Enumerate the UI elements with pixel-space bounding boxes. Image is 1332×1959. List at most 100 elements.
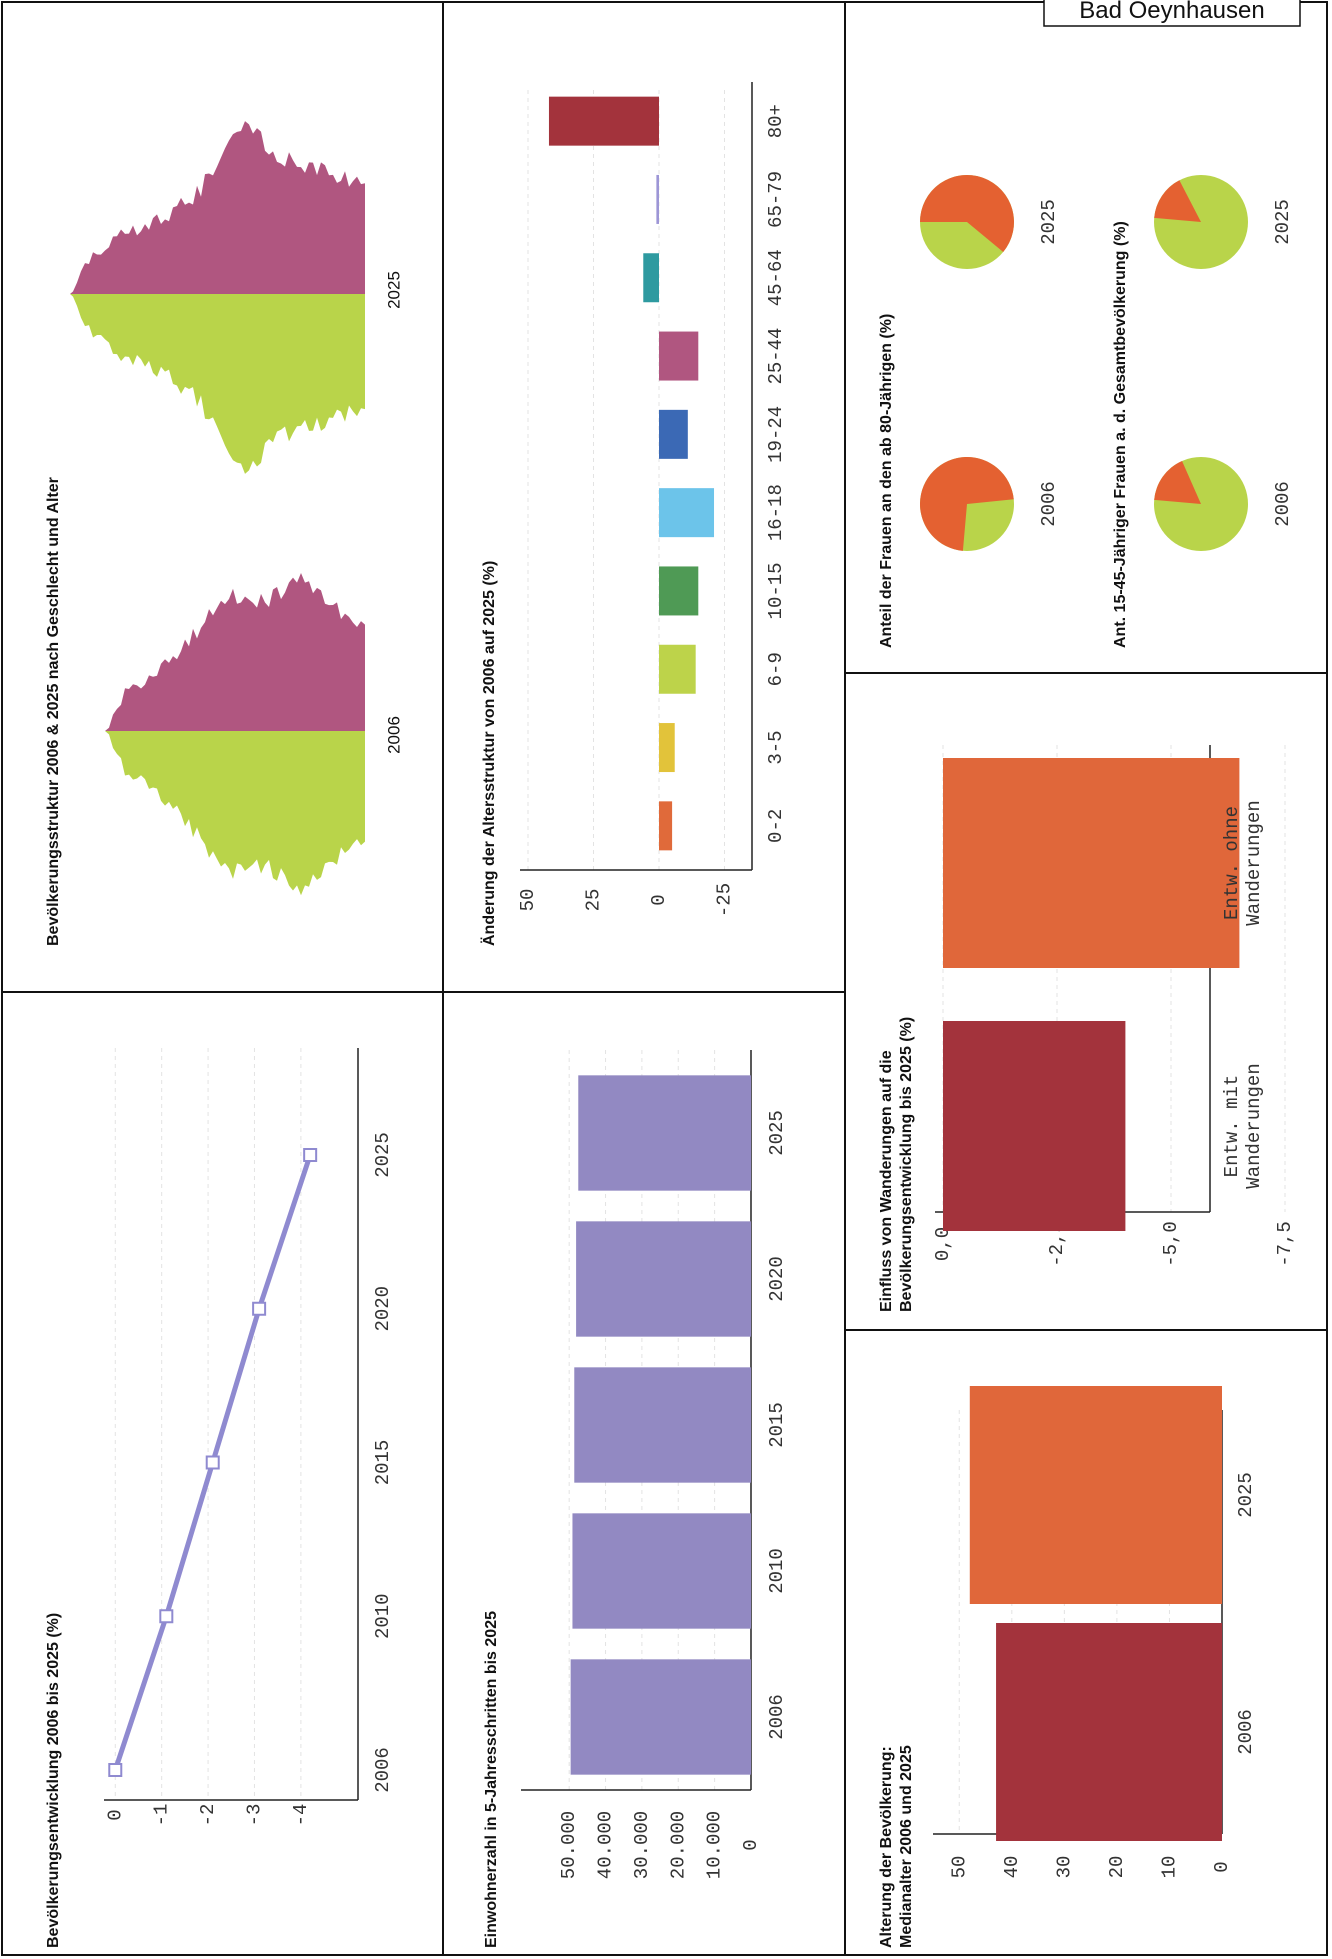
female-area: [105, 731, 365, 896]
data-point: [108, 1763, 123, 1777]
x-tick-label: Entw. mit: [1221, 1075, 1243, 1178]
pie-frauen1545-2025-red: [1154, 180, 1201, 222]
pie-frauen1545-2025-label: 2025: [1272, 199, 1294, 245]
location-badge: Bad Oeynhausen: [1043, 0, 1301, 27]
bar-chart-alterung: 0 10 20 30 40 50 2006 2025: [933, 1386, 1257, 1878]
female-area: [70, 294, 365, 474]
data-point: [159, 1609, 174, 1624]
pie-frauen1545-2006-label: 2006: [1272, 481, 1294, 527]
bar: [996, 1623, 1222, 1841]
y-tick-label: -5,0: [1160, 1221, 1182, 1267]
bar: [548, 96, 659, 146]
y-tick-label: 0: [740, 1839, 762, 1850]
y-tick-label: -7,5: [1274, 1221, 1296, 1267]
x-tick-label: 2015: [372, 1440, 394, 1486]
bar: [570, 1659, 751, 1775]
title-frauen1545: Ant. 15-45-Jähriger Frauen a. d. Gesamtb…: [1112, 221, 1129, 648]
x-tick-label: 19-24: [765, 406, 787, 463]
bar-chart-einwohner: 0 10.000 20.000 30.000 40.000 50.000 2006 2010 2…: [521, 1050, 788, 1879]
title-frauen80: Anteil der Frauen an den ab 80-Jährigen …: [878, 314, 895, 648]
title-altersstruktur: Änderung der Altersstruktur von 2006 auf…: [480, 561, 498, 946]
bar: [578, 1075, 751, 1191]
x-tick-label: 2006: [1235, 1709, 1257, 1755]
pie-frauen80-2025-red: [920, 175, 1014, 252]
x-tick-label: 2006: [766, 1694, 788, 1740]
x-tick-label: 2020: [766, 1256, 788, 1302]
x-tick-label: 6-9: [765, 652, 787, 686]
bar: [943, 1021, 1126, 1231]
x-tick-label: 2015: [766, 1402, 788, 1448]
y-tick-label: 30.000: [631, 1811, 653, 1879]
title-wanderungen-2: Bevölkerungsentwicklung bis 2025 (%): [898, 1017, 915, 1312]
y-tick-label: -2,5: [1046, 1221, 1068, 1267]
y-tick-label: 25: [583, 889, 605, 912]
x-tick-label: 3-5: [765, 730, 787, 764]
data-point: [303, 1148, 318, 1162]
y-tick-label: 40.000: [595, 1811, 617, 1879]
y-tick-label: 20.000: [667, 1811, 689, 1879]
bar: [656, 174, 659, 224]
pie-frauen80-2025-label: 2025: [1038, 199, 1060, 245]
title-einwohner: Einwohnerzahl in 5-Jahresschritten bis 2…: [483, 1611, 500, 1948]
x-tick-label: 0-2: [765, 809, 787, 843]
panel-label-2006: 2006: [384, 716, 403, 754]
x-tick-label: Wanderungen: [1243, 1063, 1265, 1188]
pie-charts: 2006 2025 2006 2025: [919, 175, 1294, 551]
x-tick-label: Wanderungen: [1243, 800, 1265, 925]
x-tick-label: 2025: [372, 1132, 394, 1178]
title-entwicklung: Bevölkerungsentwicklung 2006 bis 2025 (%…: [45, 1613, 62, 1948]
y-tick-label: -1: [151, 1804, 173, 1827]
x-tick-label: 2010: [372, 1593, 394, 1639]
y-tick-label: 0: [104, 1809, 126, 1820]
y-tick-label: 0: [648, 894, 670, 905]
male-area: [70, 121, 365, 295]
y-tick-label: 0,0: [932, 1227, 954, 1261]
bar: [659, 566, 699, 616]
bar: [969, 1386, 1222, 1604]
title-pyramide: Bevölkerungsstruktur 2006 & 2025 nach Ge…: [45, 477, 62, 946]
badge-text: Bad Oeynhausen: [1079, 0, 1264, 24]
x-tick-label: 80+: [765, 104, 787, 138]
x-tick-label: 16-18: [765, 484, 787, 541]
x-tick-label: 2020: [372, 1286, 394, 1332]
y-tick-label: 50.000: [558, 1811, 580, 1879]
bar: [576, 1221, 751, 1337]
panel-label-2025: 2025: [384, 271, 403, 309]
pie-frauen80-2006-red: [919, 457, 1014, 551]
y-tick-label: 40: [1001, 1856, 1023, 1879]
bar: [643, 253, 659, 303]
y-tick-label: 0: [1211, 1861, 1233, 1872]
bar: [659, 331, 699, 381]
area-chart-pyramide: 2006 2025: [70, 121, 403, 896]
bar: [659, 723, 675, 773]
line-chart-entwicklung: 0 -1 -2 -3 -4 2006 2010 2015 2020 2025: [104, 1048, 394, 1826]
title-wanderungen-1: Einfluss von Wanderungen auf die: [878, 1050, 895, 1312]
y-tick-label: -25: [714, 883, 736, 917]
bar: [659, 409, 688, 459]
bar: [572, 1513, 751, 1629]
y-tick-label: 50: [517, 889, 539, 912]
pie-frauen1545-2006-red: [1154, 460, 1201, 504]
y-tick-label: -3: [243, 1804, 265, 1827]
bar: [659, 644, 696, 694]
y-tick-label: 10.000: [704, 1811, 726, 1879]
x-tick-label: Entw. ohne: [1221, 806, 1243, 920]
y-tick-label: -4: [290, 1804, 312, 1827]
title-alterung-2: Medianalter 2006 und 2025: [898, 1745, 915, 1948]
data-point: [252, 1301, 267, 1316]
male-area: [105, 573, 365, 731]
y-tick-label: 50: [948, 1856, 970, 1879]
y-tick-label: 10: [1158, 1856, 1180, 1879]
x-tick-label: 2025: [1235, 1472, 1257, 1518]
bar: [943, 758, 1240, 968]
x-tick-label: 45-64: [765, 249, 787, 306]
bar: [574, 1367, 751, 1483]
x-tick-label: 65-79: [765, 171, 787, 228]
x-tick-label: 2010: [766, 1548, 788, 1594]
badge-frame: [1043, 0, 1301, 27]
x-tick-label: 10-15: [765, 562, 787, 619]
x-tick-label: 2006: [372, 1747, 394, 1793]
